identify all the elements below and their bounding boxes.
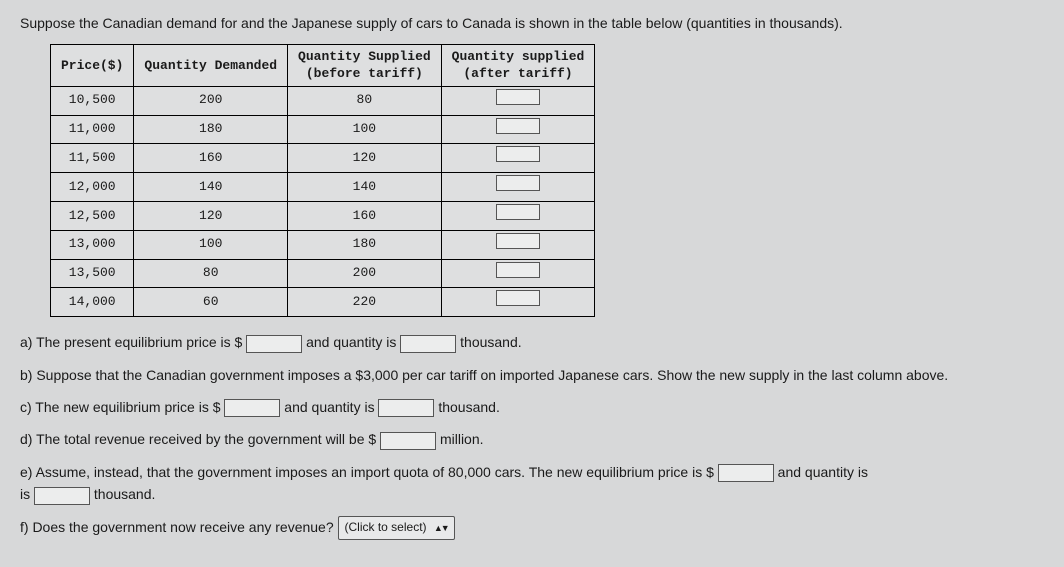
cell-qs: 180 (288, 230, 442, 259)
cell-qs: 200 (288, 259, 442, 288)
cell-qd: 200 (134, 86, 288, 115)
chevron-updown-icon: ▲▼ (434, 523, 448, 533)
answer-input-a-qty[interactable] (400, 335, 456, 353)
cell-qs-after (441, 230, 595, 259)
table-row: 12,500 120 160 (51, 202, 595, 231)
cell-qs-after (441, 115, 595, 144)
question-e: e) Assume, instead, that the government … (20, 461, 1044, 506)
cell-price: 13,000 (51, 230, 134, 259)
select-dropdown[interactable]: (Click to select) ▲▼ (338, 516, 455, 539)
question-e-text-is: is (20, 486, 34, 502)
question-c-text-2: and quantity is (284, 399, 378, 415)
cell-qd: 140 (134, 173, 288, 202)
table-body: 10,500 200 80 11,000 180 100 11,500 160 … (51, 86, 595, 316)
cell-qs: 120 (288, 144, 442, 173)
question-a-text-2: and quantity is (306, 334, 400, 350)
after-tariff-input[interactable] (496, 146, 540, 162)
cell-price: 14,000 (51, 288, 134, 317)
cell-qs: 160 (288, 202, 442, 231)
answer-input-e-price[interactable] (718, 464, 774, 482)
after-tariff-input[interactable] (496, 262, 540, 278)
cell-qd: 100 (134, 230, 288, 259)
col-header-price: Price($) (51, 45, 134, 87)
table-row: 13,000 100 180 (51, 230, 595, 259)
question-e-text-3: thousand. (94, 486, 156, 502)
cell-qd: 80 (134, 259, 288, 288)
col-header-qs-after: Quantity supplied (after tariff) (441, 45, 595, 87)
cell-qs: 80 (288, 86, 442, 115)
question-a-text-3: thousand. (460, 334, 522, 350)
question-a: a) The present equilibrium price is $ an… (20, 331, 1044, 353)
after-tariff-input[interactable] (496, 204, 540, 220)
cell-qs-after (441, 288, 595, 317)
cell-qs: 140 (288, 173, 442, 202)
question-f-text: f) Does the government now receive any r… (20, 519, 338, 535)
table-row: 12,000 140 140 (51, 173, 595, 202)
cell-price: 10,500 (51, 86, 134, 115)
after-tariff-input[interactable] (496, 175, 540, 191)
question-b: b) Suppose that the Canadian government … (20, 364, 1044, 386)
table-row: 11,500 160 120 (51, 144, 595, 173)
select-label: (Click to select) (345, 520, 427, 534)
question-c: c) The new equilibrium price is $ and qu… (20, 396, 1044, 418)
question-f: f) Does the government now receive any r… (20, 516, 1044, 540)
cell-price: 12,500 (51, 202, 134, 231)
after-tariff-input[interactable] (496, 233, 540, 249)
intro-text: Suppose the Canadian demand for and the … (20, 12, 1044, 34)
cell-price: 13,500 (51, 259, 134, 288)
after-tariff-input[interactable] (496, 89, 540, 105)
after-tariff-input[interactable] (496, 118, 540, 134)
question-c-text-1: c) The new equilibrium price is $ (20, 399, 221, 415)
answer-input-c-price[interactable] (224, 399, 280, 417)
cell-qs-after (441, 86, 595, 115)
cell-qd: 120 (134, 202, 288, 231)
question-c-text-3: thousand. (438, 399, 500, 415)
answer-input-d[interactable] (380, 432, 436, 450)
cell-price: 11,500 (51, 144, 134, 173)
data-table: Price($) Quantity Demanded Quantity Supp… (50, 44, 595, 317)
cell-qd: 180 (134, 115, 288, 144)
cell-qs: 100 (288, 115, 442, 144)
cell-qs-after (441, 173, 595, 202)
cell-price: 11,000 (51, 115, 134, 144)
cell-qd: 160 (134, 144, 288, 173)
question-d-text-1: d) The total revenue received by the gov… (20, 431, 376, 447)
cell-qs-after (441, 202, 595, 231)
table-row: 10,500 200 80 (51, 86, 595, 115)
question-a-text-1: a) The present equilibrium price is $ (20, 334, 242, 350)
cell-qs-after (441, 144, 595, 173)
table-row: 11,000 180 100 (51, 115, 595, 144)
table-row: 14,000 60 220 (51, 288, 595, 317)
cell-qs-after (441, 259, 595, 288)
answer-input-a-price[interactable] (246, 335, 302, 353)
question-d-text-2: million. (440, 431, 484, 447)
table-row: 13,500 80 200 (51, 259, 595, 288)
col-header-qs-before: Quantity Supplied (before tariff) (288, 45, 442, 87)
question-e-text-1: e) Assume, instead, that the government … (20, 464, 714, 480)
cell-price: 12,000 (51, 173, 134, 202)
after-tariff-input[interactable] (496, 290, 540, 306)
cell-qd: 60 (134, 288, 288, 317)
answer-input-e-qty[interactable] (34, 487, 90, 505)
question-d: d) The total revenue received by the gov… (20, 428, 1044, 450)
col-header-qd: Quantity Demanded (134, 45, 288, 87)
question-e-text-2: and quantity is (778, 464, 868, 480)
answer-input-c-qty[interactable] (378, 399, 434, 417)
cell-qs: 220 (288, 288, 442, 317)
